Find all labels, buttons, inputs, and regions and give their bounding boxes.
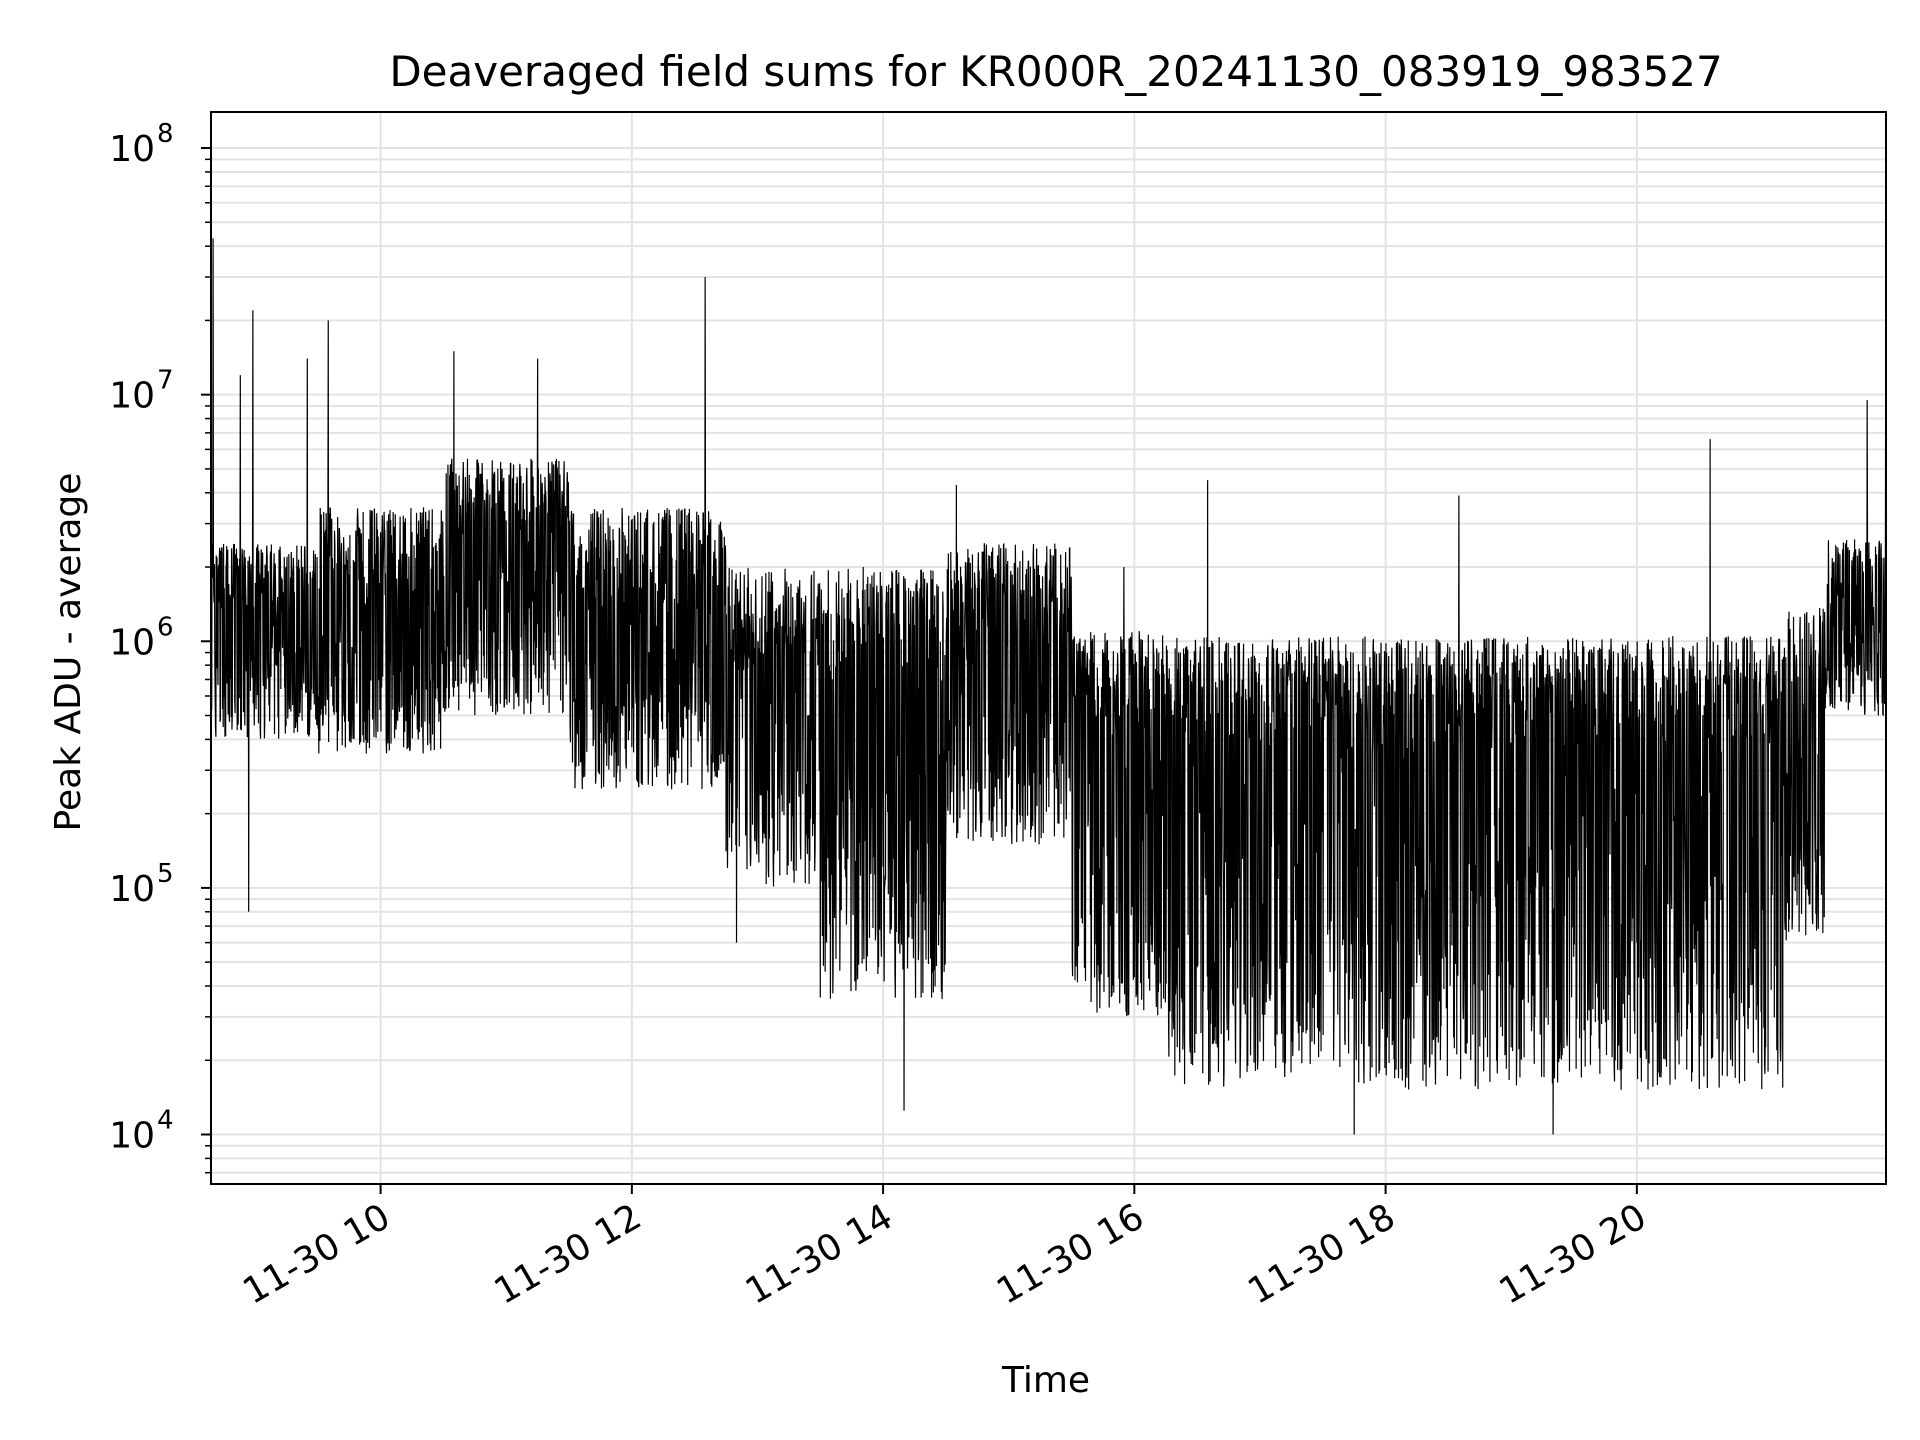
- y-tick-label-base: 10: [109, 376, 155, 417]
- y-tick-label-exponent: 4: [157, 1106, 174, 1136]
- y-tick-label: 10: [109, 622, 155, 663]
- x-tick-label: 11-30 20: [1493, 1196, 1654, 1312]
- y-tick-label: 10: [109, 869, 155, 910]
- series-line: [210, 159, 1887, 1135]
- x-axis-label: Time: [1001, 1360, 1090, 1401]
- x-tick-label: 11-30 10: [236, 1196, 397, 1312]
- y-tick-label-exponent: 5: [157, 859, 174, 889]
- y-tick-label-base: 10: [109, 129, 155, 170]
- x-axis: 11-30 10 11-30 12 11-30 14 11-30 16 11-30 18…: [236, 1184, 1653, 1313]
- y-tick-label-base: 10: [109, 622, 155, 663]
- y-tick-label: 10: [109, 1116, 155, 1157]
- y-axis-label: Peak ADU - average: [48, 473, 89, 832]
- y-tick-label: 10: [109, 129, 155, 170]
- y-tick-label-exponent: 7: [157, 366, 174, 396]
- x-tick-label: 11-30 12: [488, 1196, 649, 1312]
- y-tick-label-exponent: 8: [157, 119, 174, 149]
- y-tick-label: 10: [109, 376, 155, 417]
- x-tick-label: 11-30 18: [1241, 1196, 1402, 1312]
- chart-title: Deaveraged field sums for KR000R_2024113…: [389, 47, 1722, 96]
- y-tick-label-base: 10: [109, 869, 155, 910]
- y-tick-label-exponent: 6: [157, 612, 174, 642]
- series-group: [210, 159, 1887, 1135]
- plot-frame: [210, 111, 1887, 1185]
- x-tick-label: 11-30 16: [990, 1196, 1151, 1312]
- x-tick-label: 11-30 14: [739, 1196, 900, 1312]
- y-tick-label-base: 10: [109, 1116, 155, 1157]
